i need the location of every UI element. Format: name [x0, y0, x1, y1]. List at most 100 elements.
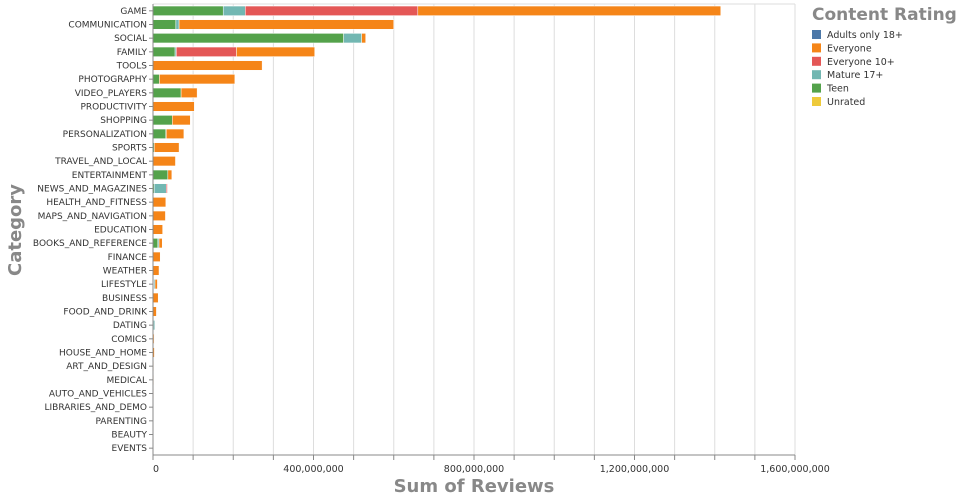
category-label: ENTERTAINMENT — [72, 171, 148, 181]
category-label: PRODUCTIVITY — [80, 103, 147, 113]
category-label: WEATHER — [103, 267, 147, 277]
bar-segment — [180, 87, 198, 98]
x-axis-title: Sum of Reviews — [394, 476, 555, 497]
bar-segment — [152, 33, 344, 44]
bar-segment — [222, 5, 246, 16]
bar-segment — [236, 46, 315, 57]
category-label: MEDICAL — [107, 376, 148, 386]
bar-segment — [152, 5, 224, 16]
category-label: FAMILY — [117, 48, 148, 58]
legend-label: Everyone — [827, 43, 872, 54]
bar-segment — [152, 156, 176, 167]
legend-title: Content Rating — [812, 5, 957, 25]
category-label: LIBRARIES_AND_DEMO — [45, 403, 147, 413]
category-label: GAME — [120, 7, 147, 17]
bar-segment — [152, 19, 177, 30]
bar-segment — [167, 169, 173, 180]
bar-segment — [172, 115, 191, 126]
bar-segment — [153, 142, 180, 153]
bar-segment — [152, 60, 263, 71]
bar-segment — [158, 238, 163, 249]
bar-segment — [159, 74, 236, 85]
category-label: PERSONALIZATION — [63, 130, 147, 140]
bar-segment — [176, 46, 237, 57]
category-label: COMMUNICATION — [68, 21, 147, 31]
category-label: TRAVEL_AND_LOCAL — [54, 157, 147, 167]
category-label: PHOTOGRAPHY — [78, 75, 147, 85]
category-label: NEWS_AND_MAGAZINES — [37, 185, 147, 195]
bar-segment — [152, 292, 159, 303]
category-label: PARENTING — [95, 417, 147, 427]
bar-segment — [152, 101, 195, 112]
bar-segment — [152, 46, 176, 57]
bar-segment — [152, 74, 160, 85]
legend-swatch — [812, 43, 821, 53]
legend-swatch — [812, 83, 821, 93]
legend-label: Everyone 10+ — [827, 57, 895, 68]
x-tick-label: 400,000,000 — [283, 464, 343, 475]
legend-swatch — [812, 97, 821, 106]
legend-swatch — [812, 30, 821, 39]
x-tick-label: 1,200,000,000 — [600, 464, 670, 475]
legend-label: Mature 17+ — [827, 70, 883, 81]
bar-segment — [152, 238, 159, 249]
bar-segment — [152, 265, 160, 276]
category-label: EDUCATION — [94, 226, 147, 236]
legend: Content Rating Adults only 18+ Everyone Ev… — [812, 5, 957, 108]
y-axis: GAME COMMUNICATION SOCIAL FAMILY TOOLS PHOTOG… — [33, 4, 154, 455]
bars — [152, 5, 722, 454]
category-label: FINANCE — [108, 253, 148, 263]
category-label: BUSINESS — [102, 294, 147, 304]
bar-segment — [153, 320, 156, 331]
bar-segment — [153, 183, 167, 194]
legend-label: Unrated — [827, 97, 865, 108]
category-label: BEAUTY — [111, 431, 147, 441]
legend-label: Teen — [826, 84, 849, 95]
category-label: EVENTS — [112, 444, 148, 454]
category-label: BOOKS_AND_REFERENCE — [33, 239, 147, 249]
bar-segment — [152, 169, 169, 180]
bar-segment — [152, 224, 163, 235]
category-label: AUTO_AND_VEHICLES — [49, 390, 147, 400]
bar-segment — [152, 87, 182, 98]
category-label: HEALTH_AND_FITNESS — [46, 198, 147, 208]
bar-segment — [165, 128, 185, 139]
bar-segment — [175, 19, 180, 30]
category-label: TOOLS — [116, 62, 148, 72]
category-label: VIDEO_PLAYERS — [75, 89, 148, 99]
x-axis: 0 400,000,000 800,000,000 1,200,000,000 1,60… — [152, 454, 830, 475]
bar-segment — [153, 333, 155, 344]
bar-segment — [152, 115, 173, 126]
bar-segment — [152, 128, 167, 139]
bar-segment — [154, 279, 158, 290]
bar-segment — [245, 5, 419, 16]
bar-segment — [152, 251, 161, 262]
category-label: SPORTS — [112, 144, 147, 154]
bar-segment — [178, 19, 394, 30]
category-label: ART_AND_DESIGN — [66, 362, 147, 372]
y-axis-title: Category — [5, 184, 26, 276]
bar-segment — [343, 33, 362, 44]
x-tick-label: 800,000,000 — [444, 464, 504, 475]
bar-segment — [417, 5, 722, 16]
category-label: SOCIAL — [114, 34, 147, 44]
x-tick-label: 0 — [153, 464, 159, 475]
category-label: SHOPPING — [100, 116, 147, 126]
bar-segment — [152, 306, 157, 317]
category-label: LIFESTYLE — [101, 280, 147, 290]
category-label: FOOD_AND_DRINK — [63, 308, 148, 318]
legend-swatch — [812, 70, 821, 80]
bar-segment — [152, 197, 167, 208]
bar-segment — [152, 210, 166, 221]
category-label: COMICS — [111, 335, 147, 345]
category-label: HOUSE_AND_HOME — [59, 349, 147, 359]
legend-label: Adults only 18+ — [827, 30, 903, 41]
legend-swatch — [812, 56, 821, 66]
x-tick-label: 1,600,000,000 — [760, 464, 830, 475]
category-label: MAPS_AND_NAVIGATION — [38, 212, 147, 222]
bar-segment — [361, 33, 366, 44]
category-label: DATING — [113, 321, 147, 331]
gridlines — [152, 3, 796, 455]
